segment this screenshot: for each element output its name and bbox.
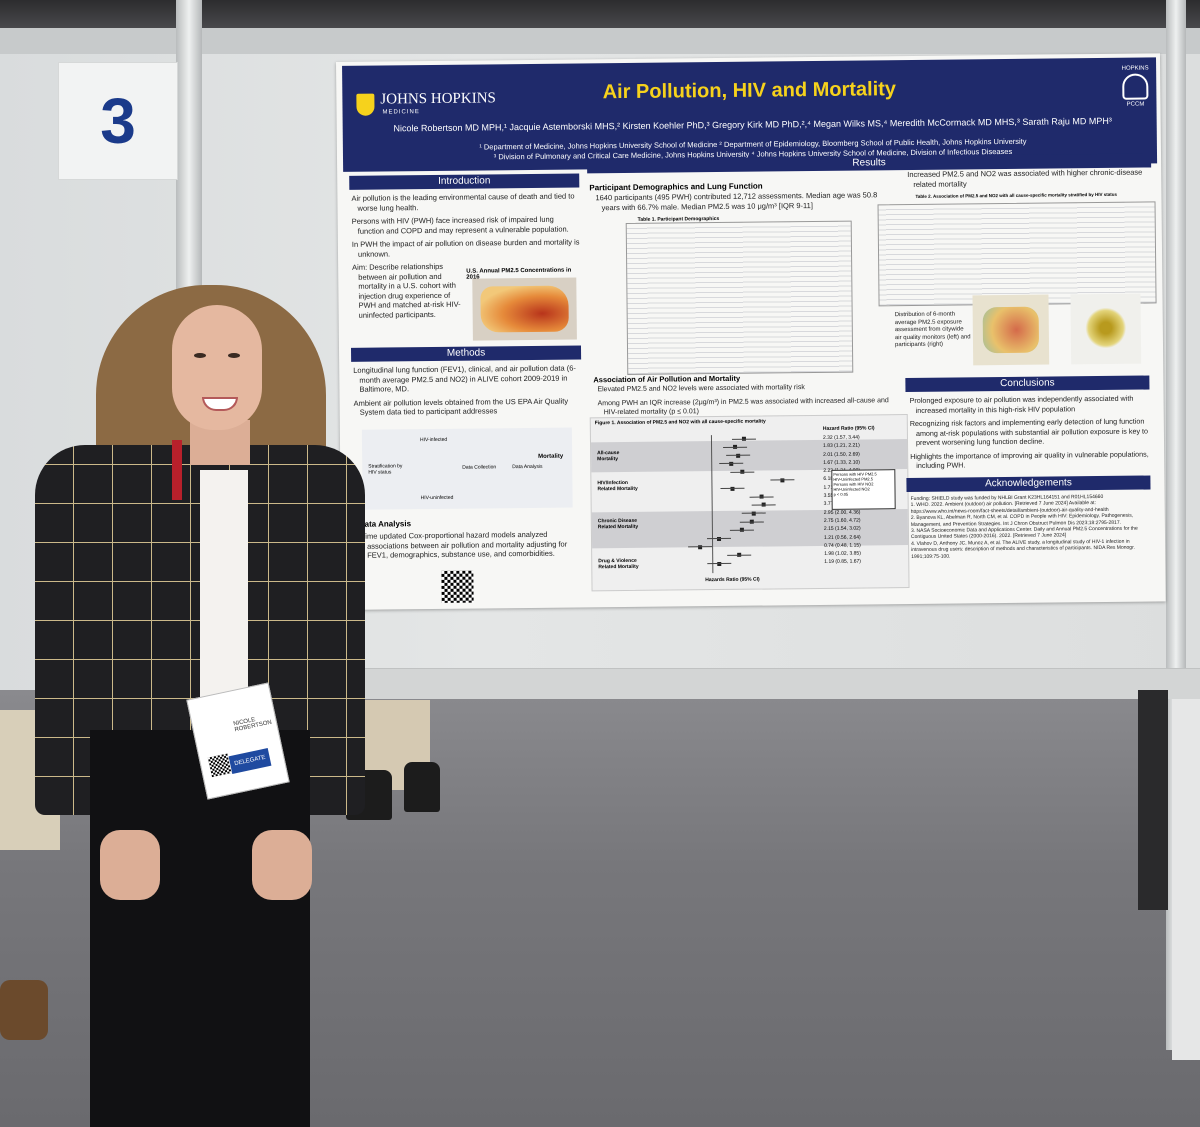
- institution-sub: MEDICINE: [382, 109, 420, 116]
- confidence-interval: [707, 562, 732, 565]
- introduction-heading: Introduction: [349, 173, 580, 190]
- group-label: HIV/Infection Related Mortality: [597, 479, 638, 493]
- results-subheading: Participant Demographics and Lung Functi…: [589, 181, 763, 193]
- confidence-interval: [770, 479, 795, 481]
- baltimore-map-participants: [1070, 293, 1142, 365]
- pccm-logo: HOPKINS PCCM: [1120, 65, 1150, 107]
- presenter-trousers: [90, 730, 310, 1127]
- confidence-interval: [726, 554, 751, 556]
- confidence-interval: [688, 546, 713, 548]
- group-label: All-cause Mortality: [597, 450, 620, 463]
- board-side-panel: [1172, 680, 1200, 1060]
- reference-item: 4. Vlahov D, Anthony JC, Munoz A, et al.…: [911, 538, 1135, 560]
- background-person-boot: [0, 980, 48, 1040]
- figure-title: Figure 1. Association of PM2.5 and NO2 w…: [594, 418, 766, 427]
- intro-bullet: In PWH the impact of air pollution on di…: [351, 237, 580, 259]
- group-label: Drug & Violence Related Mortality: [598, 557, 639, 571]
- figure-axis-label: Hazards Ratio (95% CI): [705, 576, 760, 584]
- diagram-label: HIV-uninfected: [420, 494, 454, 502]
- intro-bullet: Air pollution is the leading environment…: [351, 191, 575, 213]
- eye: [194, 353, 206, 358]
- conclusion-bullet: Prolonged exposure to air pollution was …: [909, 393, 1134, 415]
- baltimore-map-monitors: [972, 294, 1050, 366]
- diagram-label: Stratification by HIV status: [368, 463, 403, 476]
- stratified-table: [877, 201, 1157, 307]
- forest-plot-figure: Figure 1. Association of PM2.5 and NO2 w…: [589, 414, 910, 592]
- data-analysis-bullet: Time updated Cox-proportional hazard mod…: [360, 529, 568, 560]
- methods-bullets: Longitudinal lung function (FEV1), clini…: [351, 363, 582, 421]
- us-map-shape: [480, 285, 569, 333]
- conclusion-bullet: Highlights the importance of improving a…: [910, 449, 1149, 470]
- results-text: 1640 participants (495 PWH) contributed …: [593, 190, 893, 216]
- confidence-interval: [731, 438, 756, 440]
- eye: [228, 353, 240, 358]
- table2-title: Table 2. Association of PM2.5 and NO2 wi…: [915, 191, 1118, 199]
- board-number: 3: [100, 85, 136, 157]
- diagram-label: HIV-infected: [419, 436, 448, 444]
- confidence-interval: [730, 471, 755, 473]
- presenter-face: [172, 305, 262, 430]
- legend-entry: p < 0.05: [833, 491, 849, 497]
- conclusion-bullets: Prolonged exposure to air pollution was …: [908, 393, 1153, 474]
- presenter-hand: [252, 830, 312, 900]
- diagram-label: Mortality: [538, 453, 564, 460]
- conclusions-heading: Conclusions: [905, 375, 1150, 393]
- methods-bullet: Ambient air pollution levels obtained fr…: [353, 396, 569, 417]
- intro-bullet: Aim: Describe relationships between air …: [352, 261, 461, 320]
- confidence-interval: [720, 488, 745, 490]
- board-bottom-edge: [200, 668, 1200, 699]
- dome-icon: [1122, 73, 1149, 100]
- presenter-shirt: [200, 470, 248, 730]
- map2-caption: Distribution of 6-month average PM2.5 ex…: [894, 311, 971, 349]
- research-poster: JOHNS HOPKINS MEDICINE Air Pollution, HI…: [336, 53, 1166, 610]
- poster-title: Air Pollution, HIV and Mortality: [602, 78, 897, 104]
- qr-code: [441, 570, 474, 603]
- right-results-text: Increased PM2.5 and NO2 was associated w…: [905, 168, 1145, 194]
- us-pm25-map: [472, 277, 577, 341]
- study-design-diagram: Stratification by HIV status HIV-infecte…: [361, 427, 573, 510]
- methods-bullet: Longitudinal lung function (FEV1), clini…: [353, 363, 576, 394]
- association-bullet: Elevated PM2.5 and NO2 levels were assoc…: [597, 384, 805, 394]
- badge-name: NICOLE ROBERTSON: [232, 716, 273, 734]
- board-number-card: 3: [58, 62, 178, 180]
- smile: [202, 397, 238, 411]
- confidence-interval: [749, 496, 774, 498]
- data-analysis-heading: Data Analysis: [358, 519, 412, 529]
- acknowledgements-heading: Acknowledgements: [906, 475, 1151, 493]
- pccm-label: HOPKINS: [1121, 65, 1149, 72]
- pccm-sub: PCCM: [1126, 101, 1145, 108]
- participant-density-shape: [1084, 307, 1128, 349]
- right-results-bullet: Increased PM2.5 and NO2 was associated w…: [907, 167, 1143, 189]
- background-person-right: [1138, 690, 1168, 910]
- methods-heading: Methods: [350, 345, 582, 362]
- presenter-hand: [100, 830, 160, 900]
- data-analysis-text: Time updated Cox-proportional hazard mod…: [359, 529, 583, 564]
- confidence-interval: [751, 504, 776, 506]
- conclusion-bullet: Recognizing risk factors and implementin…: [909, 416, 1149, 447]
- heatmap-shape: [982, 306, 1040, 354]
- demographics-table: [625, 220, 854, 375]
- acknowledgements-text: Funding: SHIELD study was funded by NHLB…: [911, 493, 1152, 560]
- figure-column-header: Hazard Ratio (95% CI): [822, 425, 875, 432]
- diagram-label: Data Collection: [462, 464, 497, 471]
- intro-bullet: Persons with HIV (PWH) face increased ri…: [351, 214, 569, 236]
- hazard-ratio-value: 1.19 (0.85, 1.67): [824, 558, 861, 566]
- results-subheading-2: Association of Air Pollution and Mortali…: [593, 373, 741, 385]
- figure-legend: Persons with HIV PM2.5 HIV-Uninfected PM…: [831, 469, 896, 510]
- lanyard: [172, 440, 182, 500]
- diagram-label: Data Analysis: [512, 463, 543, 471]
- group-label: Chronic Disease Related Mortality: [597, 517, 639, 531]
- background-person-shoe: [404, 762, 440, 812]
- poster-authors: Nicole Robertson MD MPH,¹ Jacquie Astemb…: [393, 115, 1112, 134]
- results-bullet: 1640 participants (495 PWH) contributed …: [595, 190, 878, 212]
